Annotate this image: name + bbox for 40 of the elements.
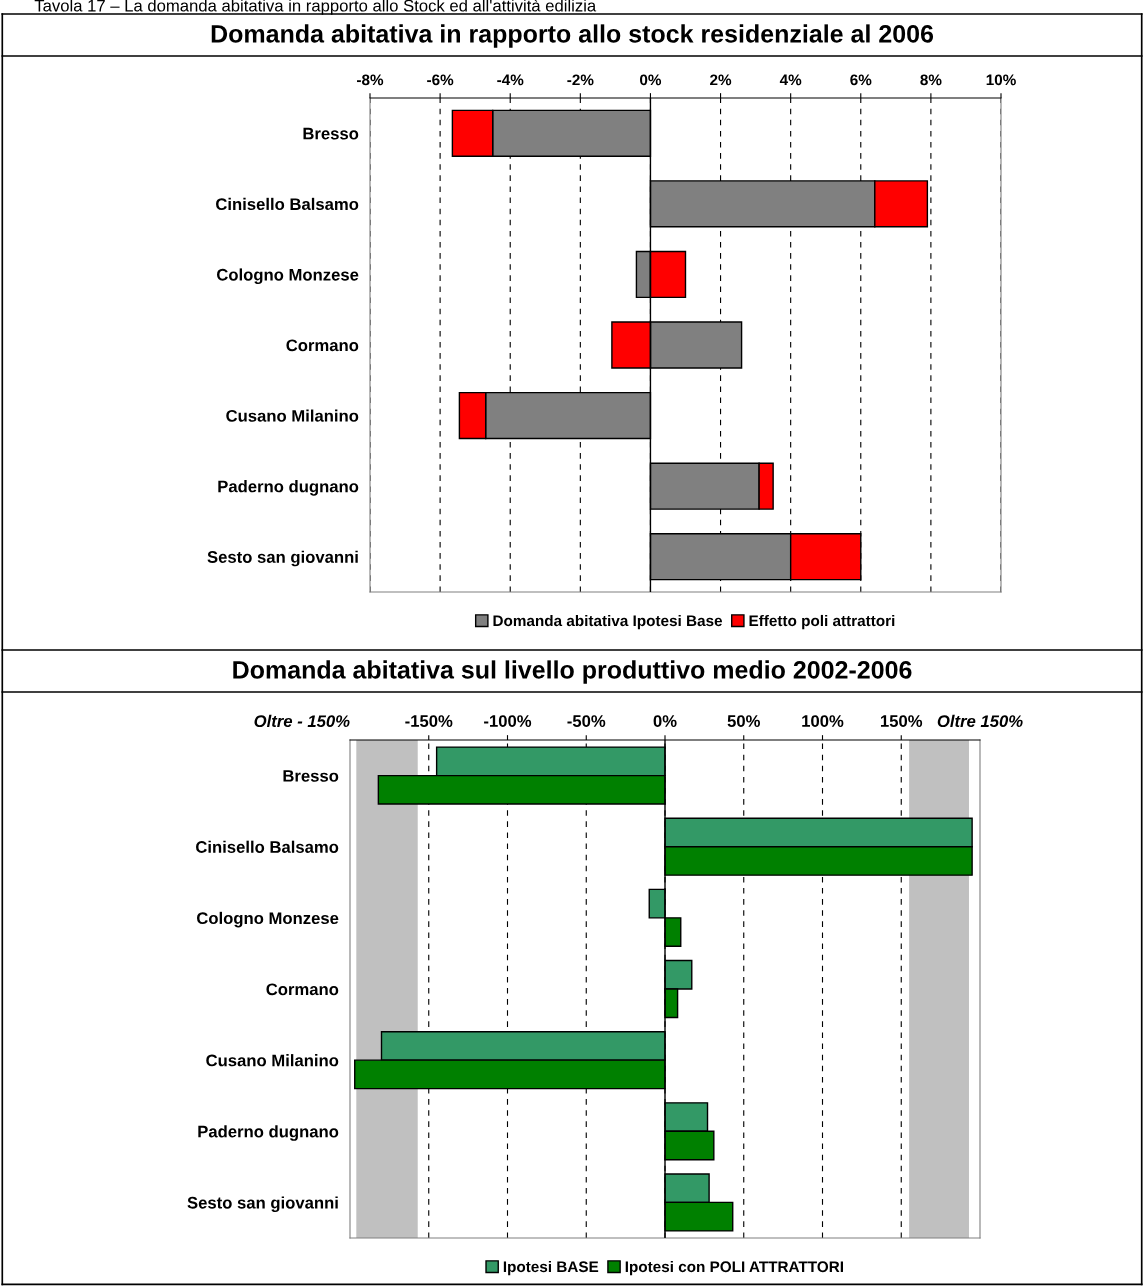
x-tick-label: 2% — [710, 74, 732, 86]
x-tick-label: -150% — [405, 715, 453, 727]
y-tick-label: Cologno Monzese — [197, 911, 339, 928]
y-tick-label: Bresso — [283, 770, 339, 782]
y-tick-label: Cormano — [266, 983, 339, 996]
x-tick-label: 6% — [850, 74, 872, 86]
y-tick-label: Sesto san giovanni — [207, 550, 358, 567]
y-tick-label: Cusano Milanino — [226, 409, 359, 422]
x-tick-label: -4% — [497, 74, 524, 86]
x-tick-label: 10% — [986, 74, 1016, 86]
text: Oltre - 150% — [254, 714, 350, 728]
y-tick-label: Cinisello Balsamo — [216, 197, 359, 211]
x-tick-label: -6% — [427, 74, 454, 86]
y-tick-label: Sesto san giovanni — [187, 1196, 338, 1212]
x-tick-label: 150% — [880, 715, 923, 727]
y-tick-label: Cinisello Balsamo — [196, 840, 339, 853]
x-tick-label: 0% — [640, 74, 662, 86]
chart-title: Domanda abitativa in rapporto allo stock residenziale al 2006 — [211, 24, 934, 48]
text: Tavola 17 – La domanda abitativa in rapporto allo Stock ed all'attività edilizia — [34, 0, 597, 15]
x-tick-label: 8% — [920, 74, 942, 86]
y-tick-label: Paderno dugnano — [218, 480, 359, 496]
text: Oltre 150% — [937, 714, 1023, 728]
x-tick-label: 0% — [653, 715, 677, 727]
y-tick-label: Bresso — [303, 127, 359, 140]
legend-label: Domanda abitativa Ipotesi Base — [493, 614, 723, 630]
legend-label: Effetto poli attrattori — [749, 614, 895, 630]
legend-label: Ipotesi BASE — [503, 1260, 599, 1276]
y-tick-label: Cormano — [286, 339, 359, 352]
x-tick-label: 100% — [802, 715, 844, 727]
x-tick-label: -2% — [567, 74, 594, 86]
x-tick-label: 4% — [779, 74, 802, 86]
y-tick-label: Cologno Monzese — [217, 268, 359, 284]
chart-title: Domanda abitativa sul livello produttivo medio 2002-2006 — [233, 660, 912, 684]
legend-label: Ipotesi con POLI ATTRATTORI — [625, 1260, 843, 1276]
y-tick-label: Paderno dugnano — [198, 1125, 339, 1141]
x-tick-label: -8% — [357, 74, 384, 86]
x-tick-label: 50% — [727, 715, 760, 727]
x-tick-label: -50% — [567, 715, 606, 727]
x-tick-label: -100% — [484, 715, 532, 727]
y-tick-label: Cusano Milanino — [206, 1054, 339, 1067]
